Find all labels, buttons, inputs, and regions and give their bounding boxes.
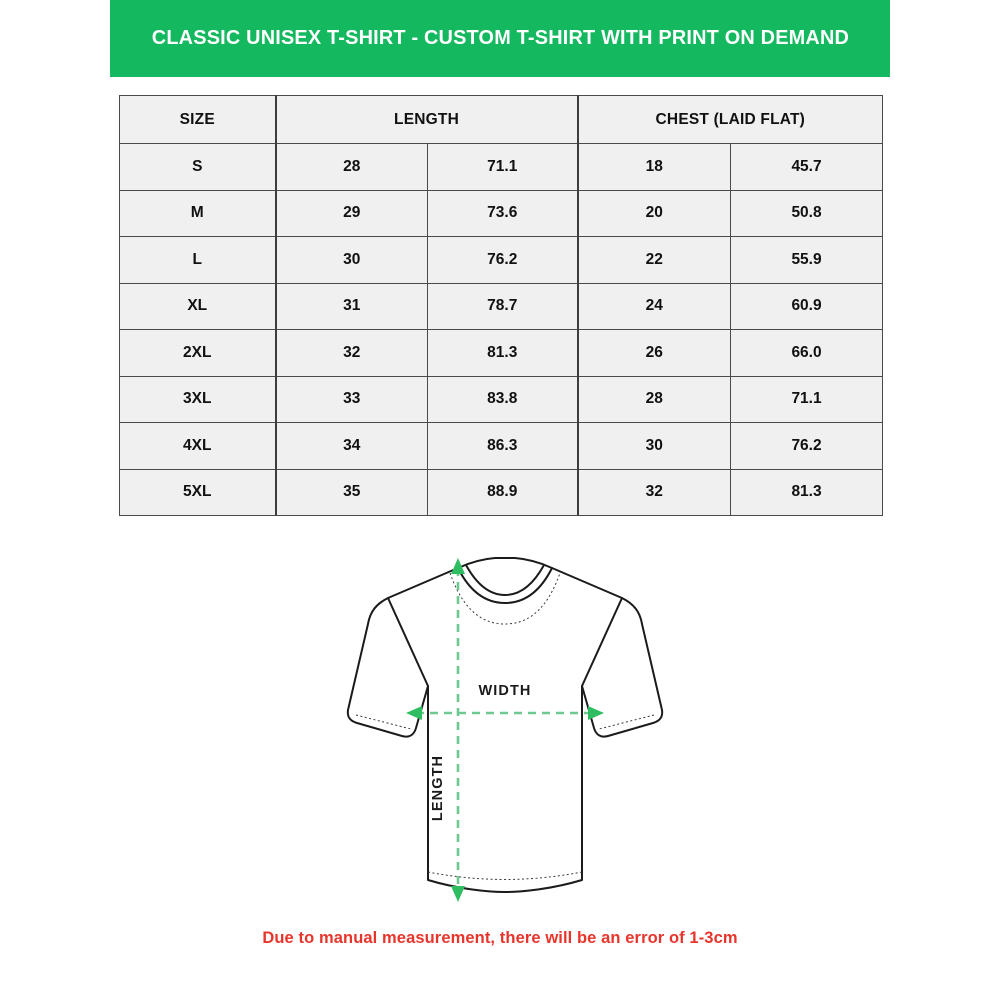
cell-length-cm: 71.1: [426, 143, 579, 191]
size-chart-table: SIZE LENGTH CHEST (LAID FLAT) S 28 71.1 18 4…: [119, 95, 884, 516]
table-row: L 30 76.2 22 55.9: [119, 236, 884, 284]
table-row: M 29 73.6 20 50.8: [119, 189, 884, 237]
cell-size: 5XL: [119, 468, 276, 516]
tshirt-diagram: WIDTH LENGTH: [290, 540, 720, 930]
width-arrow-left: [406, 706, 422, 720]
table-row: 2XL 32 81.3 26 66.0: [119, 329, 884, 377]
cell-chest-cm: 60.9: [730, 282, 884, 330]
cell-chest-in: 28: [576, 375, 732, 423]
cell-chest-in: 30: [576, 422, 732, 470]
cell-length-in: 32: [274, 329, 428, 377]
table-row: 4XL 34 86.3 30 76.2: [119, 422, 884, 470]
column-header-length: LENGTH: [274, 95, 579, 144]
cell-size: 3XL: [119, 375, 276, 423]
length-arrow-top: [451, 558, 465, 574]
cell-length-in: 35: [274, 468, 428, 516]
cell-length-cm: 76.2: [426, 236, 579, 284]
table-row: XL 31 78.7 24 60.9: [119, 282, 884, 330]
cell-length-in: 28: [274, 143, 428, 191]
right-sleeve-stitch: [598, 714, 655, 730]
bottom-hem-stitch: [427, 871, 583, 880]
cell-chest-in: 24: [576, 282, 732, 330]
table-body: S 28 71.1 18 45.7 M 29 73.6 20 50.8 L 30 76.2 22 55.9 X…: [119, 143, 884, 516]
table-row: 5XL 35 88.9 32 81.3: [119, 468, 884, 516]
cell-chest-cm: 81.3: [730, 468, 884, 516]
table-header: SIZE LENGTH CHEST (LAID FLAT): [119, 95, 884, 144]
cell-chest-cm: 66.0: [730, 329, 884, 377]
width-arrow-right: [588, 706, 604, 720]
cell-length-in: 34: [274, 422, 428, 470]
column-header-chest: CHEST (LAID FLAT): [576, 95, 884, 144]
length-label: LENGTH: [430, 755, 446, 821]
left-shoulder-seam: [387, 597, 429, 687]
cell-chest-cm: 71.1: [730, 375, 884, 423]
measurement-disclaimer: Due to manual measurement, there will be…: [262, 929, 738, 947]
collar-stitch-line: [449, 572, 561, 625]
page-title: CLASSIC UNISEX T-SHIRT - CUSTOM T-SHIRT …: [151, 26, 849, 50]
cell-size: L: [119, 236, 276, 284]
cell-length-cm: 86.3: [426, 422, 579, 470]
length-arrow-bottom: [451, 886, 465, 902]
header-banner: CLASSIC UNISEX T-SHIRT - CUSTOM T-SHIRT …: [110, 0, 890, 77]
cell-length-in: 30: [274, 236, 428, 284]
cell-chest-in: 26: [576, 329, 732, 377]
collar-outer-line: [457, 567, 553, 605]
cell-chest-cm: 45.7: [730, 143, 884, 191]
cell-size: 4XL: [119, 422, 276, 470]
cell-size: S: [119, 143, 276, 191]
left-sleeve-stitch: [355, 714, 412, 730]
cell-length-in: 29: [274, 189, 428, 237]
tshirt-outline-shape: [346, 557, 664, 893]
column-header-size: SIZE: [119, 95, 276, 144]
cell-length-in: 33: [274, 375, 428, 423]
table-row: 3XL 33 83.8 28 71.1: [119, 375, 884, 423]
right-shoulder-seam: [581, 597, 623, 687]
cell-length-cm: 83.8: [426, 375, 579, 423]
table-row: S 28 71.1 18 45.7: [119, 143, 884, 191]
width-label: WIDTH: [478, 683, 531, 699]
cell-length-cm: 88.9: [426, 468, 579, 516]
collar-inner-line: [465, 564, 545, 597]
cell-length-cm: 73.6: [426, 189, 579, 237]
cell-chest-in: 32: [576, 468, 732, 516]
cell-size: 2XL: [119, 329, 276, 377]
cell-chest-cm: 76.2: [730, 422, 884, 470]
cell-chest-in: 22: [576, 236, 732, 284]
cell-length-cm: 78.7: [426, 282, 579, 330]
cell-size: M: [119, 189, 276, 237]
cell-chest-cm: 50.8: [730, 189, 884, 237]
cell-size: XL: [119, 282, 276, 330]
cell-chest-in: 20: [576, 189, 732, 237]
cell-chest-in: 18: [576, 143, 732, 191]
cell-chest-cm: 55.9: [730, 236, 884, 284]
size-chart-table-container: SIZE LENGTH CHEST (LAID FLAT) S 28 71.1 18 4…: [119, 95, 884, 516]
cell-length-cm: 81.3: [426, 329, 579, 377]
cell-length-in: 31: [274, 282, 428, 330]
table-header-row: SIZE LENGTH CHEST (LAID FLAT): [119, 95, 884, 144]
